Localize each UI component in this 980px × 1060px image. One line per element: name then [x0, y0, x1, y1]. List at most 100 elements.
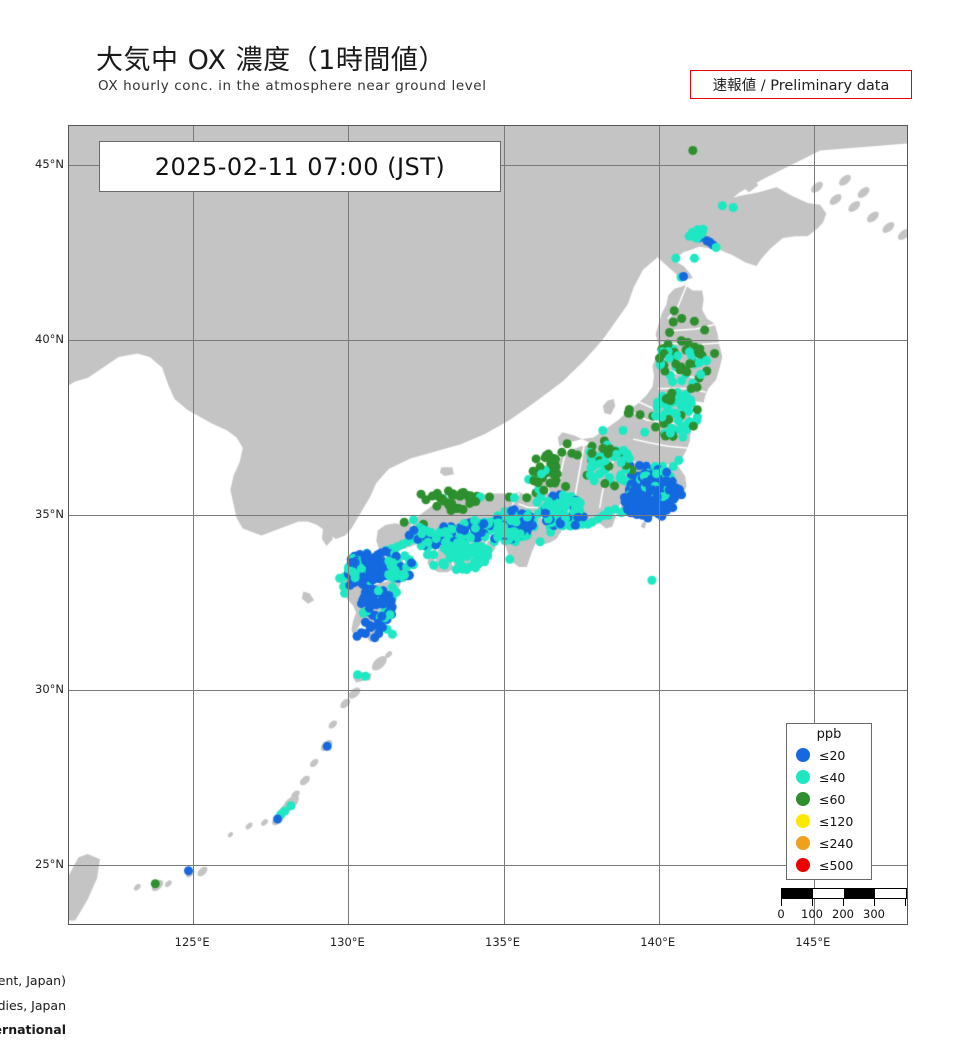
gridline-lon: [348, 126, 350, 924]
latitude-tick-label: 45°N: [35, 156, 64, 171]
tick-lon-major: [193, 924, 194, 925]
footer-graphic-credit: 作図: 国立環境研究所 / Graphic: National Institut…: [0, 998, 66, 1013]
tick-lon-minor: [317, 924, 318, 925]
tick-lat-minor: [68, 270, 69, 271]
latitude-tick-label: 35°N: [35, 506, 64, 521]
tick-lat-minor: [68, 900, 69, 901]
tick-lat-minor: [68, 830, 69, 831]
legend-entries: ≤20 ≤40 ≤60 ≤120 ≤240 ≤500: [787, 744, 871, 876]
legend-entry: ≤120: [787, 810, 871, 832]
legend-entry: ≤240: [787, 832, 871, 854]
tick-lat-minor: [68, 200, 69, 201]
gridline-lat: [69, 689, 907, 691]
tick-lon-minor: [876, 924, 877, 925]
tick-lon-minor: [752, 924, 753, 925]
legend-color-swatch-icon: [796, 792, 810, 806]
legend-entry-label: ≤20: [819, 747, 846, 763]
legend-color-swatch-icon: [796, 836, 810, 850]
scale-bar: 0100200300km: [777, 888, 907, 921]
tick-lat-major: [68, 690, 69, 691]
tick-lon-minor: [690, 924, 691, 925]
tick-lat-major: [68, 865, 69, 866]
scale-bar-tick-label: 300: [863, 907, 885, 921]
tick-lon-minor: [162, 924, 163, 925]
tick-lon-minor: [845, 924, 846, 925]
tick-lon-major: [659, 924, 660, 925]
tick-lon-minor: [379, 924, 380, 925]
tick-lon-minor: [286, 924, 287, 925]
tick-lat-major: [68, 340, 69, 341]
page-subtitle: OX hourly conc. in the atmosphere near g…: [98, 78, 487, 94]
tick-lon-minor: [907, 924, 908, 925]
gridline-lon: [193, 126, 195, 924]
scale-bar-labels: 0100200300km: [777, 907, 907, 921]
map-plot-area: 2025-02-11 07:00 (JST) ppb ≤20 ≤40 ≤60 ≤120…: [68, 125, 908, 925]
tick-lat-minor: [68, 480, 69, 481]
tick-lon-minor: [224, 924, 225, 925]
tick-lon-minor: [628, 924, 629, 925]
legend-entry-label: ≤500: [819, 857, 854, 873]
tick-lon-minor: [597, 924, 598, 925]
legend-entry-label: ≤120: [819, 813, 854, 829]
tick-lon-minor: [566, 924, 567, 925]
scale-bar-ticks: [781, 899, 907, 906]
tick-lat-minor: [68, 375, 69, 376]
legend-box: ppb ≤20 ≤40 ≤60 ≤120 ≤240 ≤500: [786, 723, 872, 880]
latitude-tick-label: 40°N: [35, 331, 64, 346]
tick-lon-minor: [441, 924, 442, 925]
tick-lat-minor: [68, 655, 69, 656]
tick-lat-minor: [68, 445, 69, 446]
tick-lat-major: [68, 515, 69, 516]
gridline-lon: [503, 126, 505, 924]
tick-lat-minor: [68, 550, 69, 551]
tick-lon-major: [814, 924, 815, 925]
tick-lat-minor: [68, 585, 69, 586]
legend-entry-label: ≤60: [819, 791, 846, 807]
legend-entry-label: ≤240: [819, 835, 854, 851]
scale-bar-tick-label: 100: [801, 907, 823, 921]
tick-lon-minor: [721, 924, 722, 925]
tick-lat-major: [68, 165, 69, 166]
legend-color-swatch-icon: [796, 770, 810, 784]
gridline-lon: [813, 126, 815, 924]
legend-entry-label: ≤40: [819, 769, 846, 785]
footer-data-source: データ出典: 環境省そらまめ君 / Data source: Soramame-…: [0, 973, 66, 988]
tick-lon-minor: [472, 924, 473, 925]
tick-lat-minor: [68, 235, 69, 236]
footer-copyright: (c) 2025 National Institute for Environm…: [0, 1022, 66, 1037]
map-canvas: [69, 126, 907, 924]
longitude-tick-label: 130°E: [329, 935, 365, 949]
legend-title: ppb: [816, 727, 842, 742]
tick-lon-minor: [131, 924, 132, 925]
latitude-tick-label: 25°N: [35, 856, 64, 871]
preliminary-data-badge: 速報値 / Preliminary data: [690, 70, 912, 99]
tick-lon-major: [348, 924, 349, 925]
legend-color-swatch-icon: [796, 814, 810, 828]
page-title: 大気中 OX 濃度（1時間値）: [96, 45, 446, 76]
gridline-lon: [658, 126, 660, 924]
tick-lon-minor: [255, 924, 256, 925]
longitude-tick-label: 140°E: [640, 935, 676, 949]
latitude-tick-label: 30°N: [35, 681, 64, 696]
longitude-tick-label: 145°E: [795, 935, 831, 949]
scale-bar-tick-label: 0: [777, 907, 785, 921]
tick-lon-minor: [535, 924, 536, 925]
scale-bar-segments: [781, 888, 907, 899]
tick-lat-minor: [68, 620, 69, 621]
legend-entry: ≤20: [787, 744, 871, 766]
gridline-lat: [69, 339, 907, 341]
legend-entry: ≤60: [787, 788, 871, 810]
legend-entry: ≤500: [787, 854, 871, 876]
timestamp-label: 2025-02-11 07:00 (JST): [99, 141, 501, 192]
longitude-tick-label: 135°E: [485, 935, 520, 949]
tick-lat-minor: [68, 305, 69, 306]
tick-lon-minor: [100, 924, 101, 925]
legend-color-swatch-icon: [796, 858, 810, 872]
tick-lon-minor: [783, 924, 784, 925]
gridline-lat: [69, 514, 907, 516]
scale-bar-tick-label: 200: [832, 907, 854, 921]
longitude-tick-label: 125°E: [174, 935, 210, 949]
tick-lon-major: [504, 924, 505, 925]
tick-lat-minor: [68, 410, 69, 411]
